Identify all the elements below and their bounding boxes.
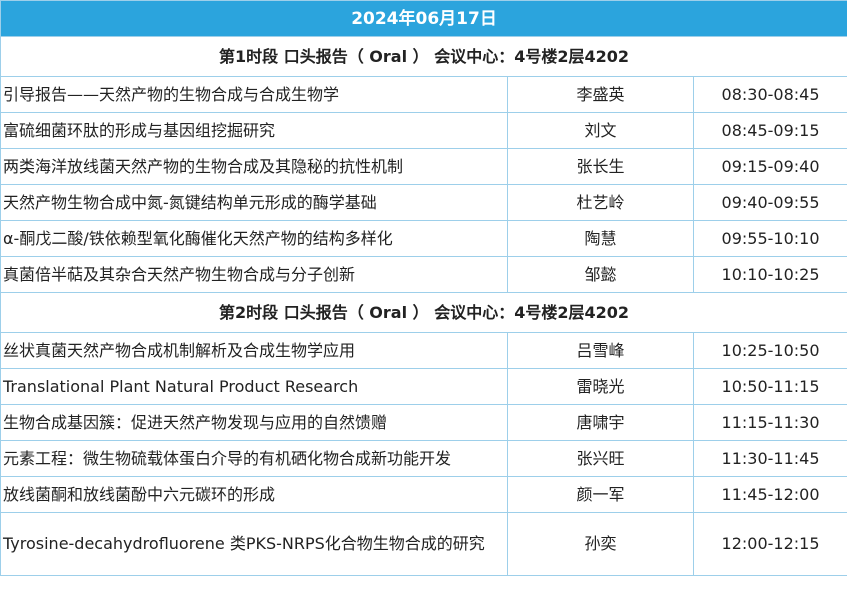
time: 11:30-11:45 [692,440,847,477]
talk-row: 真菌倍半萜及其杂合天然产物生物合成与分子创新 邹懿 10:10-10:25 [0,256,847,293]
talk-title: 富硫细菌环肽的形成与基因组挖掘研究 [0,112,508,149]
talk-row: 元素工程：微生物硫载体蛋白介导的有机硒化物合成新功能开发 张兴旺 11:30-11:… [0,440,847,477]
talk-title: 真菌倍半萜及其杂合天然产物生物合成与分子创新 [0,256,508,293]
talk-title: 元素工程：微生物硫载体蛋白介导的有机硒化物合成新功能开发 [0,440,508,477]
speaker: 雷晓光 [507,368,694,405]
talk-row: 引导报告——天然产物的生物合成与合成生物学 李盛英 08:30-08:45 [0,76,847,113]
talk-row: Translational Plant Natural Product Rese… [0,368,847,405]
time: 08:30-08:45 [692,76,847,113]
talk-row: 两类海洋放线菌天然产物的生物合成及其隐秘的抗性机制 张长生 09:15-09:40 [0,148,847,185]
talk-title: α-酮戊二酸/铁依赖型氧化酶催化天然产物的结构多样化 [0,220,508,257]
schedule-table: 2024年06月17日 第1时段 口头报告（ Oral ） 会议中心：4号楼2层… [0,0,847,576]
session-row: 第2时段 口头报告（ Oral ） 会议中心：4号楼2层4202 [0,292,847,333]
talk-title: 天然产物生物合成中氮-氮键结构单元形成的酶学基础 [0,184,508,221]
speaker: 吕雪峰 [507,332,694,369]
speaker: 唐啸宇 [507,404,694,441]
talk-title: 生物合成基因簇：促进天然产物发现与应用的自然馈赠 [0,404,508,441]
time: 09:40-09:55 [692,184,847,221]
speaker: 陶慧 [507,220,694,257]
session-row: 第1时段 口头报告（ Oral ） 会议中心：4号楼2层4202 [0,36,847,77]
session-title: 第1时段 口头报告（ Oral ） 会议中心：4号楼2层4202 [0,36,847,77]
talk-title: 两类海洋放线菌天然产物的生物合成及其隐秘的抗性机制 [0,148,508,185]
talk-row: 富硫细菌环肽的形成与基因组挖掘研究 刘文 08:45-09:15 [0,112,847,149]
talk-title: 丝状真菌天然产物合成机制解析及合成生物学应用 [0,332,508,369]
session-title: 第2时段 口头报告（ Oral ） 会议中心：4号楼2层4202 [0,292,847,333]
speaker: 邹懿 [507,256,694,293]
talk-title: Tyrosine-decahydrofluorene 类PKS-NRPS化合物生… [0,512,508,576]
talk-row: α-酮戊二酸/铁依赖型氧化酶催化天然产物的结构多样化 陶慧 09:55-10:10 [0,220,847,257]
time: 10:50-11:15 [692,368,847,405]
talk-title: Translational Plant Natural Product Rese… [0,368,508,405]
speaker: 杜艺岭 [507,184,694,221]
talk-row: Tyrosine-decahydrofluorene 类PKS-NRPS化合物生… [0,512,847,576]
time: 11:45-12:00 [692,476,847,513]
speaker: 颜一军 [507,476,694,513]
header-row: 2024年06月17日 [0,0,847,37]
speaker: 张兴旺 [507,440,694,477]
time: 10:10-10:25 [692,256,847,293]
speaker: 刘文 [507,112,694,149]
speaker: 张长生 [507,148,694,185]
time: 12:00-12:15 [692,512,847,576]
talk-row: 丝状真菌天然产物合成机制解析及合成生物学应用 吕雪峰 10:25-10:50 [0,332,847,369]
time: 09:15-09:40 [692,148,847,185]
talk-row: 放线菌酮和放线菌酚中六元碳环的形成 颜一军 11:45-12:00 [0,476,847,513]
talk-row: 生物合成基因簇：促进天然产物发现与应用的自然馈赠 唐啸宇 11:15-11:30 [0,404,847,441]
time: 08:45-09:15 [692,112,847,149]
talk-title: 放线菌酮和放线菌酚中六元碳环的形成 [0,476,508,513]
time: 10:25-10:50 [692,332,847,369]
date-title: 2024年06月17日 [0,0,847,37]
speaker: 李盛英 [507,76,694,113]
speaker: 孙奕 [507,512,694,576]
time: 09:55-10:10 [692,220,847,257]
talk-title: 引导报告——天然产物的生物合成与合成生物学 [0,76,508,113]
time: 11:15-11:30 [692,404,847,441]
talk-row: 天然产物生物合成中氮-氮键结构单元形成的酶学基础 杜艺岭 09:40-09:55 [0,184,847,221]
